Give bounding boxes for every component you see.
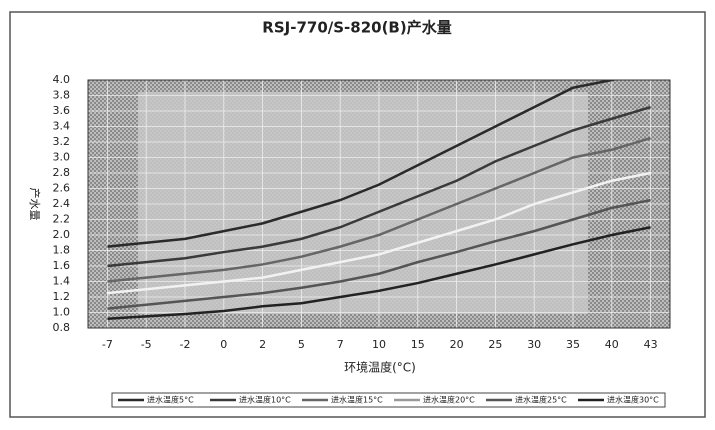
- series-line: [107, 136, 651, 283]
- series-line: [107, 80, 619, 248]
- x-tick-label: 10: [372, 338, 386, 351]
- legend-label: 进水温度5°C: [147, 395, 194, 405]
- x-tick-label: 30: [527, 338, 541, 351]
- x-tick-label: 40: [605, 338, 619, 351]
- series-line: [107, 171, 651, 295]
- x-axis-label: 环境温度(°C): [344, 360, 416, 375]
- x-tick-label: 43: [644, 338, 658, 351]
- y-tick-label: 2.0: [53, 228, 71, 241]
- x-tick-label: -7: [102, 338, 113, 351]
- legend-label: 进水温度15°C: [331, 395, 383, 405]
- y-tick-label: 1.0: [53, 306, 71, 319]
- y-tick-label: 2.8: [53, 166, 71, 179]
- series-line: [107, 226, 651, 320]
- x-tick-label: -5: [141, 338, 152, 351]
- legend-label: 进水温度25°C: [515, 395, 567, 405]
- y-tick-label: 1.8: [53, 244, 71, 257]
- x-tick-label: -2: [180, 338, 191, 351]
- chart-title: RSJ-770/S-820(B)产水量: [262, 19, 451, 37]
- x-tick-label: 2: [259, 338, 266, 351]
- y-tick-label: 4.0: [53, 73, 71, 86]
- legend-label: 进水温度20°C: [423, 395, 475, 405]
- y-tick-label: 3.8: [53, 89, 71, 102]
- y-tick-label: 1.6: [53, 259, 71, 272]
- x-tick-label: 25: [488, 338, 502, 351]
- legend-label: 进水温度30°C: [607, 395, 659, 405]
- y-tick-label: 2.2: [53, 213, 71, 226]
- y-tick-label: 3.0: [53, 151, 71, 164]
- y-tick-label: 3.6: [53, 104, 71, 117]
- x-tick-label: 15: [411, 338, 425, 351]
- x-tick-label: 35: [566, 338, 580, 351]
- legend: [111, 392, 666, 408]
- plot-inner: [138, 92, 588, 314]
- legend-label: 进水温度10°C: [239, 395, 291, 405]
- y-tick-label: 2.6: [53, 182, 71, 195]
- series-line: [107, 198, 651, 310]
- y-tick-label: 3.2: [53, 135, 71, 148]
- x-tick-label: 20: [450, 338, 464, 351]
- x-tick-label: 5: [298, 338, 305, 351]
- y-tick-label: 2.4: [53, 197, 71, 210]
- y-tick-label: 0.8: [53, 321, 71, 334]
- x-tick-label: 7: [337, 338, 344, 351]
- y-tick-label: 3.4: [53, 120, 71, 133]
- x-tick-label: 0: [220, 338, 227, 351]
- y-tick-label: 1.2: [53, 290, 71, 303]
- y-tick-label: 1.4: [53, 275, 71, 288]
- plot-border: [87, 79, 671, 329]
- y-axis-label: 产水量: [28, 188, 42, 221]
- series-line: [107, 105, 651, 268]
